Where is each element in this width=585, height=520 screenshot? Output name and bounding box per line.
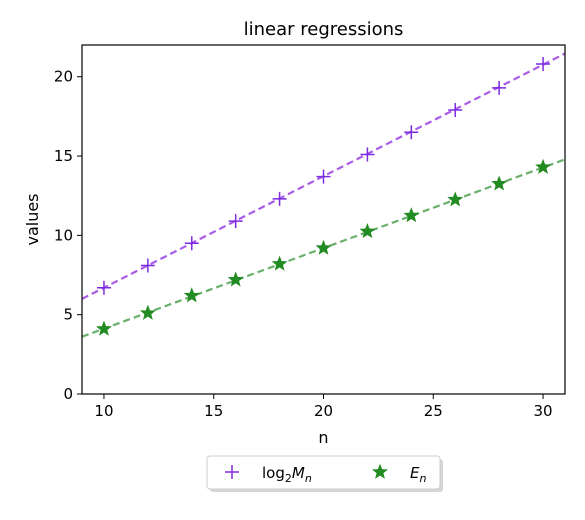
legend: log2Mn En bbox=[206, 455, 443, 492]
legend-marker-en bbox=[372, 463, 388, 479]
point-log2mn bbox=[228, 214, 243, 229]
point-log2mn bbox=[96, 280, 111, 295]
y-tick-label: 20 bbox=[54, 68, 73, 86]
legend-label-en: En bbox=[410, 464, 426, 485]
point-log2mn bbox=[140, 258, 155, 273]
plot-frame bbox=[81, 44, 566, 395]
point-en bbox=[96, 320, 112, 336]
chart-title: linear regressions bbox=[244, 19, 404, 40]
point-log2mn bbox=[448, 103, 463, 118]
y-tick-label: 10 bbox=[54, 226, 73, 244]
legend-label-log2mn: log2Mn bbox=[262, 464, 312, 485]
point-log2mn bbox=[316, 169, 331, 184]
point-log2mn bbox=[272, 191, 287, 206]
y-tick-label: 0 bbox=[63, 385, 73, 403]
point-en bbox=[183, 287, 200, 303]
point-en bbox=[447, 191, 464, 207]
point-log2mn bbox=[404, 125, 419, 140]
x-tick-label: 10 bbox=[94, 402, 113, 420]
legend-symbol-log2mn bbox=[225, 465, 239, 479]
x-axis-label: n bbox=[318, 428, 328, 447]
x-tick-label: 15 bbox=[204, 402, 223, 420]
point-en bbox=[535, 158, 551, 174]
point-en bbox=[227, 271, 244, 287]
point-en bbox=[403, 207, 420, 223]
legend-symbol-en bbox=[372, 463, 388, 479]
y-axis-label: values bbox=[23, 193, 42, 245]
point-log2mn bbox=[360, 147, 375, 162]
point-en bbox=[139, 304, 156, 320]
point-en bbox=[359, 223, 376, 239]
y-axis-ticks: 0 5 10 15 20 bbox=[54, 68, 82, 403]
fit-lines bbox=[81, 52, 566, 338]
x-tick-label: 20 bbox=[314, 402, 333, 420]
point-en bbox=[491, 175, 508, 191]
x-tick-label: 25 bbox=[424, 402, 443, 420]
data-points bbox=[96, 57, 551, 336]
x-tick-label: 30 bbox=[533, 402, 552, 420]
y-tick-label: 15 bbox=[54, 147, 73, 165]
point-log2mn bbox=[492, 80, 507, 95]
legend-marker-log2mn bbox=[225, 465, 239, 479]
y-tick-label: 5 bbox=[63, 306, 73, 324]
point-log2mn bbox=[536, 57, 551, 72]
point-en bbox=[315, 239, 332, 255]
x-axis-ticks: 10 15 20 25 30 bbox=[94, 394, 553, 420]
point-log2mn bbox=[184, 236, 199, 251]
point-en bbox=[271, 255, 288, 271]
